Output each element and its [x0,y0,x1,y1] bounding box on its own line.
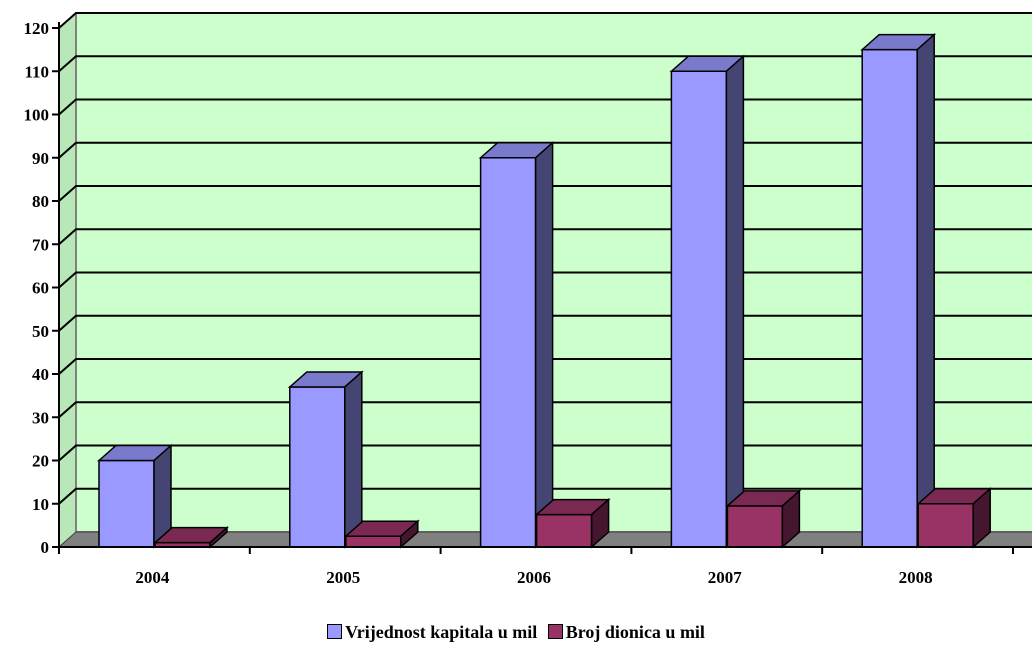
x-tick-label: 2004 [135,568,170,587]
legend: Vrijednost kapitala u mil Broj dionica u… [0,622,1032,643]
y-tick-label: 30 [32,408,49,427]
bar [287,370,364,549]
gridline [58,12,1032,29]
bar-side [972,487,991,549]
y-tick-label: 10 [32,495,49,514]
bar-side [725,54,745,549]
bar-front [535,513,593,548]
bar-side [209,526,228,549]
y-tick-label: 120 [24,19,50,38]
y-tick-label: 20 [32,452,49,471]
x-tick-label: 2008 [899,568,933,587]
y-tick-label: 40 [32,365,49,384]
bar [860,32,937,549]
bar-front [917,503,974,548]
x-tick-label: 2006 [517,568,551,587]
x-axis-ticks: 2004 2005 2006 2007 2008 [58,547,1014,587]
legend-swatch-capital [327,624,343,639]
y-tick-label: 100 [24,106,50,125]
y-tick-label: 110 [24,62,49,81]
bar [478,141,555,549]
bar-front [670,70,728,548]
y-tick-label: 60 [32,279,49,298]
legend-item-shares: Broj dionica u mil [547,622,705,643]
bar-side [590,497,610,549]
bar-side [916,32,935,549]
bar [725,489,802,549]
legend-item-capital: Vrijednost kapitala u mil [327,622,537,643]
y-tick-label: 0 [41,538,50,557]
bar [669,54,746,549]
bar [534,497,611,549]
bar-side [344,370,363,549]
y-axis-ticks: 0 10 20 30 40 50 60 70 80 90 100 110 120 [24,19,59,557]
bar-front [98,459,155,548]
bar-front [289,386,346,548]
legend-label-shares: Broj dionica u mil [565,622,705,642]
bars [97,32,993,549]
bar-front [479,157,537,548]
x-tick-label: 2005 [326,568,360,587]
bar [343,519,420,549]
legend-swatch-shares [547,624,563,639]
bar-front [726,505,784,548]
bar-front [345,535,402,548]
y-tick-label: 50 [32,322,49,341]
x-tick-label: 2007 [708,568,743,587]
bar [97,443,173,549]
bar-side [400,519,419,549]
y-tick-label: 80 [32,192,49,211]
legend-label-capital: Vrijednost kapitala u mil [345,622,538,642]
y-tick-label: 90 [32,149,49,168]
bar-side [781,489,801,549]
bar-front [861,48,918,548]
bar-side [534,141,554,549]
bar [916,487,993,549]
y-tick-label: 70 [32,235,49,254]
